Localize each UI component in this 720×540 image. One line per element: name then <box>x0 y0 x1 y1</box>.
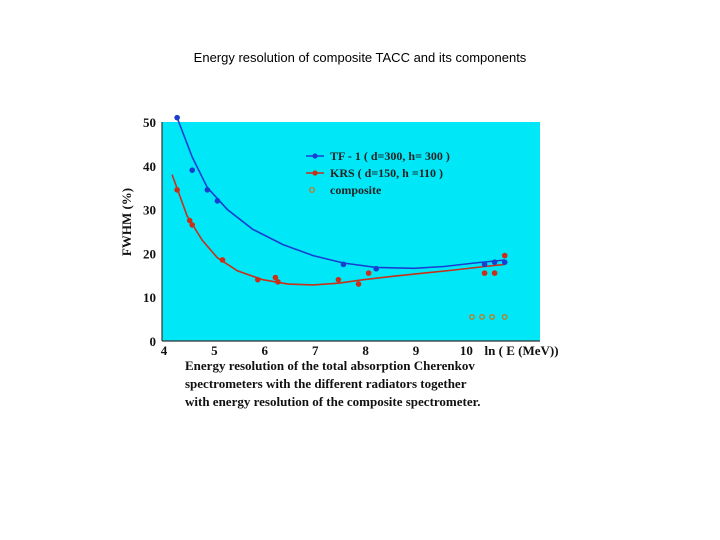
x-tick-label-5: 9 <box>413 343 420 358</box>
x-tick-label-1: 5 <box>211 343 218 358</box>
series-1-point-4 <box>254 276 261 283</box>
y-tick-label-0: 0 <box>150 334 157 349</box>
series-0-point-0 <box>174 114 180 121</box>
series-1-point-9 <box>365 270 372 276</box>
caption-line-2: spectrometers with the different radiato… <box>185 376 467 391</box>
y-tick-label-4: 40 <box>143 159 156 174</box>
legend-marker-1 <box>312 170 318 176</box>
x-tick-label-4: 8 <box>362 343 369 358</box>
y-tick-label-3: 30 <box>143 203 156 218</box>
series-1-point-5 <box>272 274 279 281</box>
x-tick-label-2: 6 <box>262 343 269 358</box>
y-tick-label-5: 50 <box>143 115 156 130</box>
series-0-point-8 <box>501 259 508 265</box>
x-tick-label-3: 7 <box>312 343 319 358</box>
series-1-point-11 <box>491 270 498 276</box>
y-axis-label: FWHM (%) <box>119 188 134 256</box>
x-axis-label: ln ( E (MeV)) <box>485 343 559 358</box>
caption-line-1: Energy resolution of the total absorptio… <box>185 358 475 373</box>
legend-label-0: TF - 1 ( d=300, h= 300 ) <box>330 149 450 163</box>
slide-title: Energy resolution of composite TACC and … <box>193 50 527 65</box>
legend-marker-2 <box>309 187 315 193</box>
series-1-point-7 <box>335 276 342 283</box>
caption-line-3: with energy resolution of the composite … <box>185 394 481 409</box>
legend-label-2: composite <box>330 183 382 197</box>
series-1-point-1 <box>186 217 193 224</box>
series-2-point-1 <box>479 314 485 320</box>
series-0-point-3 <box>214 198 221 204</box>
series-2-point-3 <box>501 314 508 320</box>
plot-area <box>162 122 540 341</box>
series-1-curve <box>171 174 505 286</box>
series-0-point-6 <box>481 261 488 268</box>
series-2-point-0 <box>469 314 475 320</box>
series-0-point-2 <box>204 187 211 193</box>
series-0-point-7 <box>491 259 498 265</box>
series-1-point-12 <box>501 252 508 259</box>
series-1-point-2 <box>189 222 196 228</box>
x-tick-label-6: 10 <box>460 343 473 358</box>
series-1-point-6 <box>275 279 281 285</box>
series-0-point-4 <box>340 261 347 268</box>
axis-labels: 0 10 20 30 40 50 4 5 6 7 8 9 10 ln ( E (MeV)) FWHM (%) <box>119 115 559 358</box>
chart-marks <box>171 114 508 320</box>
series-0-point-1 <box>189 167 196 173</box>
series-1-point-3 <box>219 257 226 263</box>
legend: TF - 1 ( d=300, h= 300 ) KRS ( d=150, h =… <box>306 149 450 197</box>
legend-marker-0 <box>312 153 318 159</box>
x-tick-label-0: 4 <box>161 343 168 358</box>
series-1-point-8 <box>355 281 362 287</box>
series-1-point-0 <box>174 187 180 193</box>
legend-label-1: KRS ( d=150, h =110 ) <box>330 166 443 180</box>
y-tick-label-2: 20 <box>143 246 156 261</box>
series-1-point-10 <box>481 270 488 276</box>
y-tick-label-1: 10 <box>143 290 156 305</box>
series-2-point-2 <box>489 314 496 320</box>
series-0-point-5 <box>373 265 380 272</box>
